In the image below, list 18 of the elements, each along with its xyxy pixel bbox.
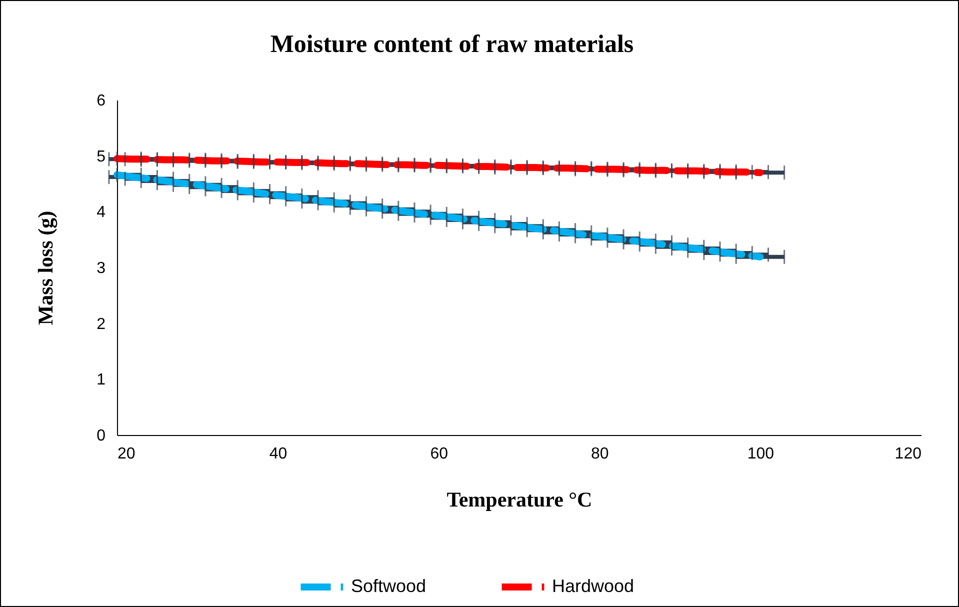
y-tick-label: 6 xyxy=(96,92,106,110)
y-tick-label: 1 xyxy=(96,372,106,389)
chart-title: Moisture content of raw materials xyxy=(270,31,634,58)
y-tick-label: 5 xyxy=(96,148,106,166)
x-tick-label: 60 xyxy=(430,446,448,462)
y-axis-title: Mass loss (g) xyxy=(34,210,58,326)
x-tick-label: 20 xyxy=(118,446,136,462)
y-tick-label: 2 xyxy=(96,316,106,333)
y-tick-label: 3 xyxy=(96,260,106,277)
x-tick-label: 100 xyxy=(747,446,774,462)
legend-label: Softwood xyxy=(351,576,426,596)
legend-label: Hardwood xyxy=(552,576,634,596)
x-tick-label: 40 xyxy=(269,446,288,462)
y-tick-label: 4 xyxy=(96,204,106,222)
y-tick-label: 0 xyxy=(96,428,106,444)
x-tick-label: 80 xyxy=(591,446,609,462)
x-axis-title: Temperature °C xyxy=(446,488,592,512)
x-tick-label: 120 xyxy=(894,446,922,462)
